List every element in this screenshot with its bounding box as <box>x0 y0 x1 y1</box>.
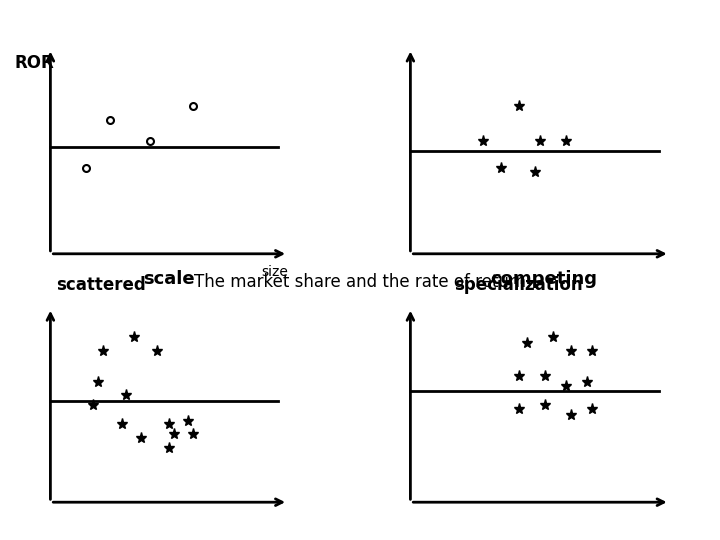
Text: competing: competing <box>490 270 597 288</box>
Text: scale: scale <box>143 270 195 288</box>
Text: scattered: scattered <box>56 276 145 294</box>
Text: ROR: ROR <box>14 54 54 72</box>
Text: The market share and the rate of return: The market share and the rate of return <box>194 273 526 291</box>
Text: size: size <box>261 265 288 279</box>
Text: specialization: specialization <box>454 276 582 294</box>
